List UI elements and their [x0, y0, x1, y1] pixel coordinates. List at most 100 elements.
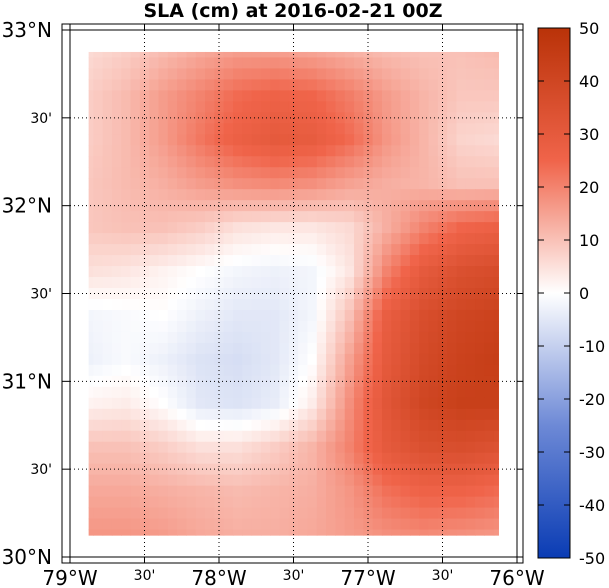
sla-cell — [400, 167, 411, 179]
sla-cell — [139, 101, 150, 113]
sla-cell — [242, 452, 253, 465]
sla-cell — [260, 441, 271, 454]
sla-cell — [484, 463, 495, 476]
sla-cell — [111, 485, 122, 498]
chart-title: SLA (cm) at 2016-02-21 00Z — [143, 0, 442, 22]
sla-cell — [391, 68, 402, 81]
sla-cell — [372, 167, 383, 179]
sla-cell — [158, 331, 169, 344]
sla-cell — [111, 474, 122, 487]
sla-cell — [493, 51, 499, 59]
sla-cell — [195, 51, 206, 59]
sla-cell — [447, 266, 458, 278]
sla-cell — [298, 397, 309, 410]
sla-cell — [242, 101, 253, 113]
sla-cell — [465, 277, 476, 289]
sla-cell — [223, 277, 234, 289]
sla-cell — [93, 156, 104, 168]
sla-cell — [232, 233, 243, 245]
sla-cell — [242, 68, 253, 81]
sla-cell — [88, 397, 94, 410]
sla-cell — [214, 441, 225, 454]
sla-cell — [409, 298, 420, 311]
sla-cell — [465, 51, 476, 59]
sla-cell — [149, 364, 160, 377]
sla-cell — [270, 189, 281, 201]
sla-cell — [121, 123, 132, 135]
sla-cell — [381, 145, 392, 157]
sla-cell — [149, 222, 160, 234]
sla-cell — [149, 189, 160, 201]
sla-cell — [475, 298, 485, 311]
sla-cell — [344, 353, 355, 366]
sla-cell — [335, 496, 346, 509]
sla-cell — [335, 244, 346, 256]
sla-cell — [111, 211, 122, 223]
sla-cell — [316, 189, 327, 201]
sla-cell — [279, 397, 290, 410]
sla-cell — [344, 430, 355, 443]
sla-cell — [484, 375, 495, 388]
sla-cell — [158, 112, 169, 124]
sla-cell — [223, 222, 234, 234]
sla-cell — [139, 386, 150, 399]
sla-cell — [158, 485, 169, 498]
sla-cell — [372, 123, 383, 135]
sla-cell — [195, 419, 206, 432]
colorbar-tick-label: -30 — [579, 443, 605, 462]
sla-cell — [372, 134, 383, 146]
sla-cell — [121, 474, 132, 487]
map-frame — [61, 23, 524, 564]
sla-cell — [186, 298, 197, 311]
sla-cell — [288, 51, 299, 59]
sla-cell — [195, 408, 206, 421]
sla-cell — [475, 167, 485, 179]
sla-cell — [493, 507, 499, 520]
sla-cell — [465, 353, 476, 366]
sla-cell — [223, 452, 234, 465]
sla-cell — [354, 496, 364, 509]
sla-cell — [251, 331, 262, 344]
sla-cell — [326, 419, 336, 432]
sla-cell — [372, 309, 383, 322]
sla-cell — [419, 298, 430, 311]
sla-cell — [111, 68, 122, 81]
sla-cell — [260, 79, 271, 91]
sla-cell — [381, 331, 392, 344]
sla-cell — [288, 244, 299, 256]
sla-cell — [139, 145, 150, 157]
sla-cell — [288, 419, 299, 432]
sla-cell — [270, 463, 281, 476]
sla-cell — [372, 320, 383, 333]
sla-cell — [419, 408, 430, 421]
sla-cell — [121, 353, 132, 366]
sla-cell — [177, 90, 187, 102]
sla-cell — [475, 463, 485, 476]
sla-cell — [335, 331, 346, 344]
sla-cell — [167, 408, 178, 421]
sla-cell — [232, 167, 243, 179]
sla-cell — [242, 156, 253, 168]
sla-cell — [186, 331, 197, 344]
sla-cell — [205, 200, 215, 212]
sla-cell — [93, 485, 104, 498]
sla-cell — [205, 331, 215, 344]
sla-cell — [391, 331, 402, 344]
sla-cell — [326, 266, 336, 278]
sla-cell — [400, 474, 411, 487]
sla-cell — [177, 51, 187, 59]
sla-cell — [484, 79, 495, 91]
sla-cell — [88, 288, 94, 300]
sla-cell — [409, 386, 420, 399]
sla-cell — [316, 233, 327, 245]
sla-cell — [400, 200, 411, 212]
sla-cell — [111, 244, 122, 256]
sla-cell — [205, 266, 215, 278]
sla-cell — [288, 309, 299, 322]
sla-cell — [372, 364, 383, 377]
sla-cell — [484, 298, 495, 311]
sla-cell — [307, 57, 318, 70]
sla-cell — [223, 51, 234, 59]
sla-cell — [335, 298, 346, 311]
sla-cell — [270, 51, 281, 59]
